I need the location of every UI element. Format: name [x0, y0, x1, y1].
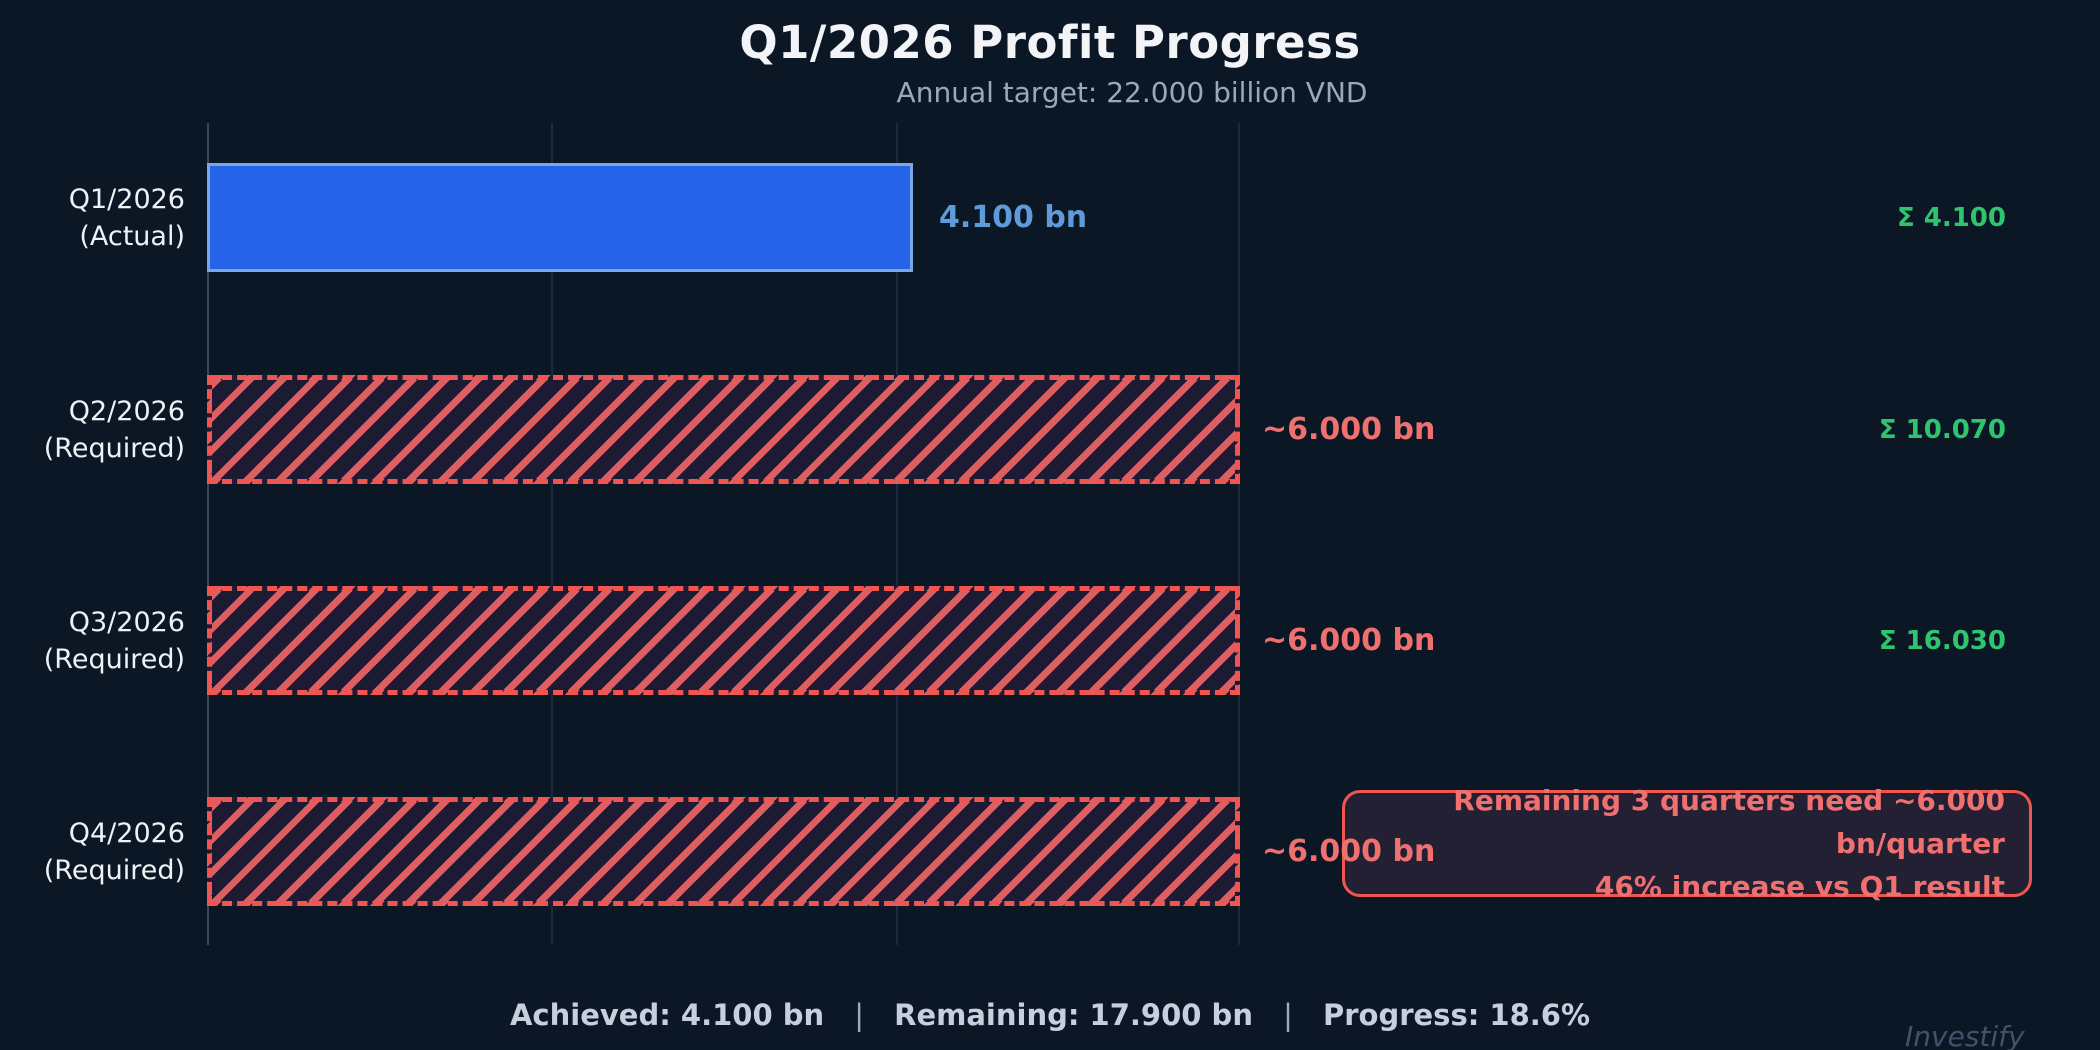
annotation-line-1: Remaining 3 quarters need ~6.000 bn/quar… [1453, 784, 2005, 860]
y-axis-label-q1: Q1/2026 (Actual) [0, 163, 185, 272]
cumulative-sum-q1: Σ 4.100 [1896, 202, 2006, 233]
y-axis-label-q3: Q3/2026 (Required) [0, 586, 185, 695]
bar-q1-actual [207, 163, 913, 272]
y-label-line: Q4/2026 [68, 817, 185, 849]
y-label-line: Q3/2026 [68, 606, 185, 638]
annotation-line-2: 46% increase vs Q1 result [1594, 870, 2005, 903]
bar-value-label-q2: ~6.000 bn [1262, 412, 1436, 447]
gridline-4000 [896, 123, 898, 945]
bar-value-label-q4: ~6.000 bn [1262, 834, 1436, 869]
cumulative-sum-q2: Σ 10.070 [1878, 414, 2006, 445]
gridline-6000 [1238, 123, 1240, 945]
watermark: Investify [1905, 1020, 2025, 1050]
y-axis-label-q2: Q2/2026 (Required) [0, 375, 185, 484]
annotation-box: Remaining 3 quarters need ~6.000 bn/quar… [1342, 784, 2032, 903]
y-label-line: (Actual) [79, 220, 185, 252]
chart-subtitle: Annual target: 22.000 billion VND [896, 76, 1368, 109]
y-label-line: Q1/2026 [68, 183, 185, 215]
bar-value-label-q1: 4.100 bn [939, 200, 1088, 235]
bar-q2-required [207, 375, 1240, 484]
stat-separator: | [854, 998, 865, 1032]
progress-stat: Progress: 18.6% [1322, 998, 1591, 1032]
bar-q3-required [207, 586, 1240, 695]
y-axis-label-q4: Q4/2026 (Required) [0, 797, 185, 906]
bar-q4-required [207, 797, 1240, 906]
y-label-line: (Required) [43, 432, 185, 464]
remaining-stat: Remaining: 17.900 bn [894, 998, 1253, 1032]
plot-area [207, 123, 1240, 945]
chart-title: Q1/2026 Profit Progress [739, 16, 1361, 69]
y-label-line: (Required) [43, 854, 185, 886]
y-label-line: (Required) [43, 643, 185, 675]
footer-stats: Achieved: 4.100 bn | Remaining: 17.900 b… [0, 998, 2100, 1032]
y-label-line: Q2/2026 [68, 395, 185, 427]
stat-separator: | [1283, 998, 1293, 1032]
achieved-stat: Achieved: 4.100 bn [509, 998, 825, 1032]
bar-value-label-q3: ~6.000 bn [1262, 623, 1436, 658]
y-axis-spine [207, 123, 209, 945]
gridline-2000 [551, 123, 553, 945]
cumulative-sum-q3: Σ 16.030 [1878, 625, 2006, 656]
